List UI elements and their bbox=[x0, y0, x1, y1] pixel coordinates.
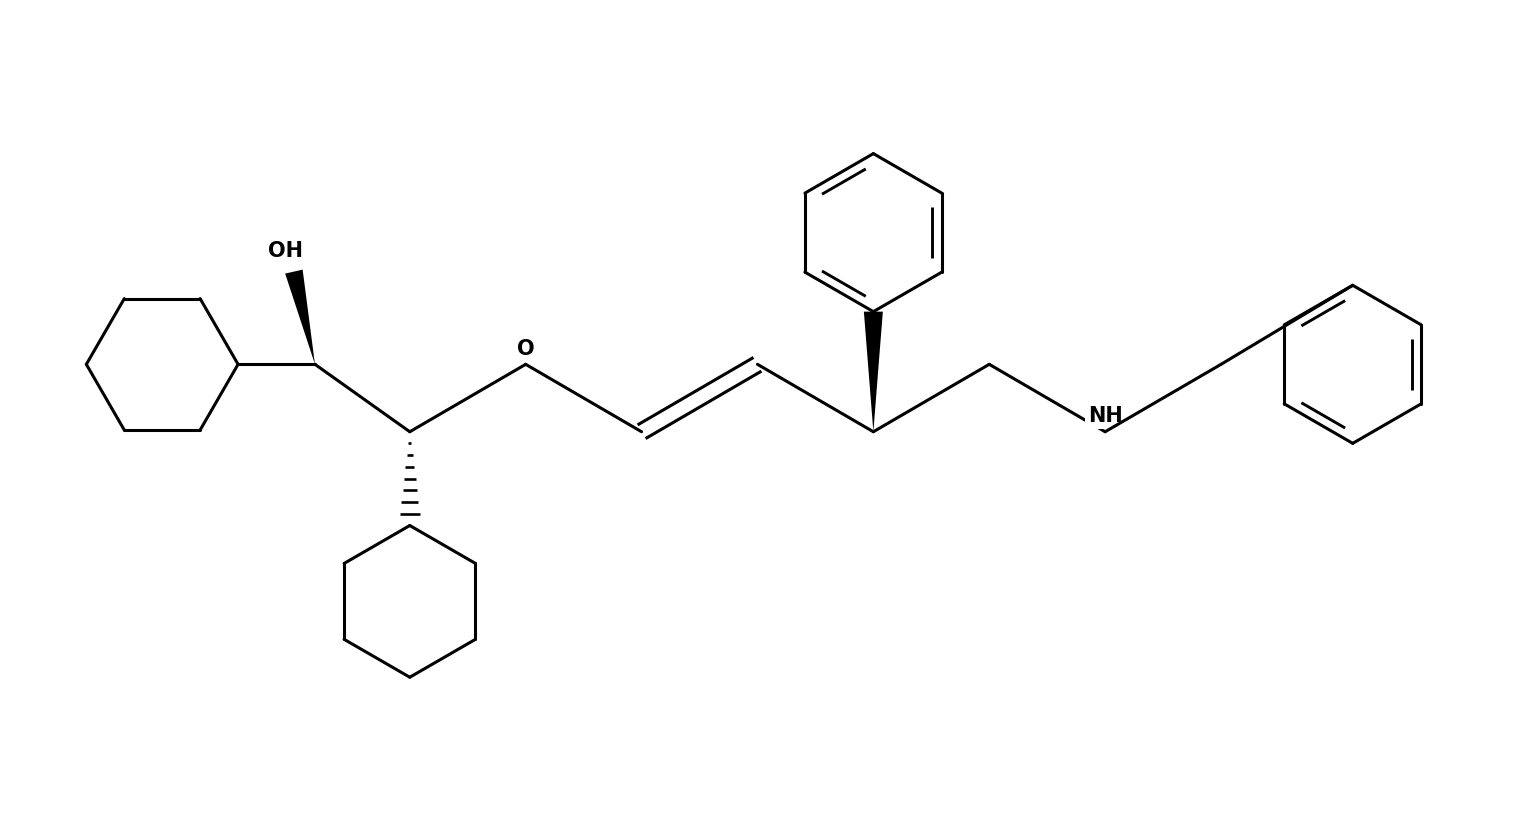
Polygon shape bbox=[286, 269, 315, 364]
Polygon shape bbox=[863, 312, 883, 432]
Text: OH: OH bbox=[267, 241, 303, 261]
Text: NH: NH bbox=[1087, 406, 1123, 426]
Text: O: O bbox=[518, 339, 535, 359]
